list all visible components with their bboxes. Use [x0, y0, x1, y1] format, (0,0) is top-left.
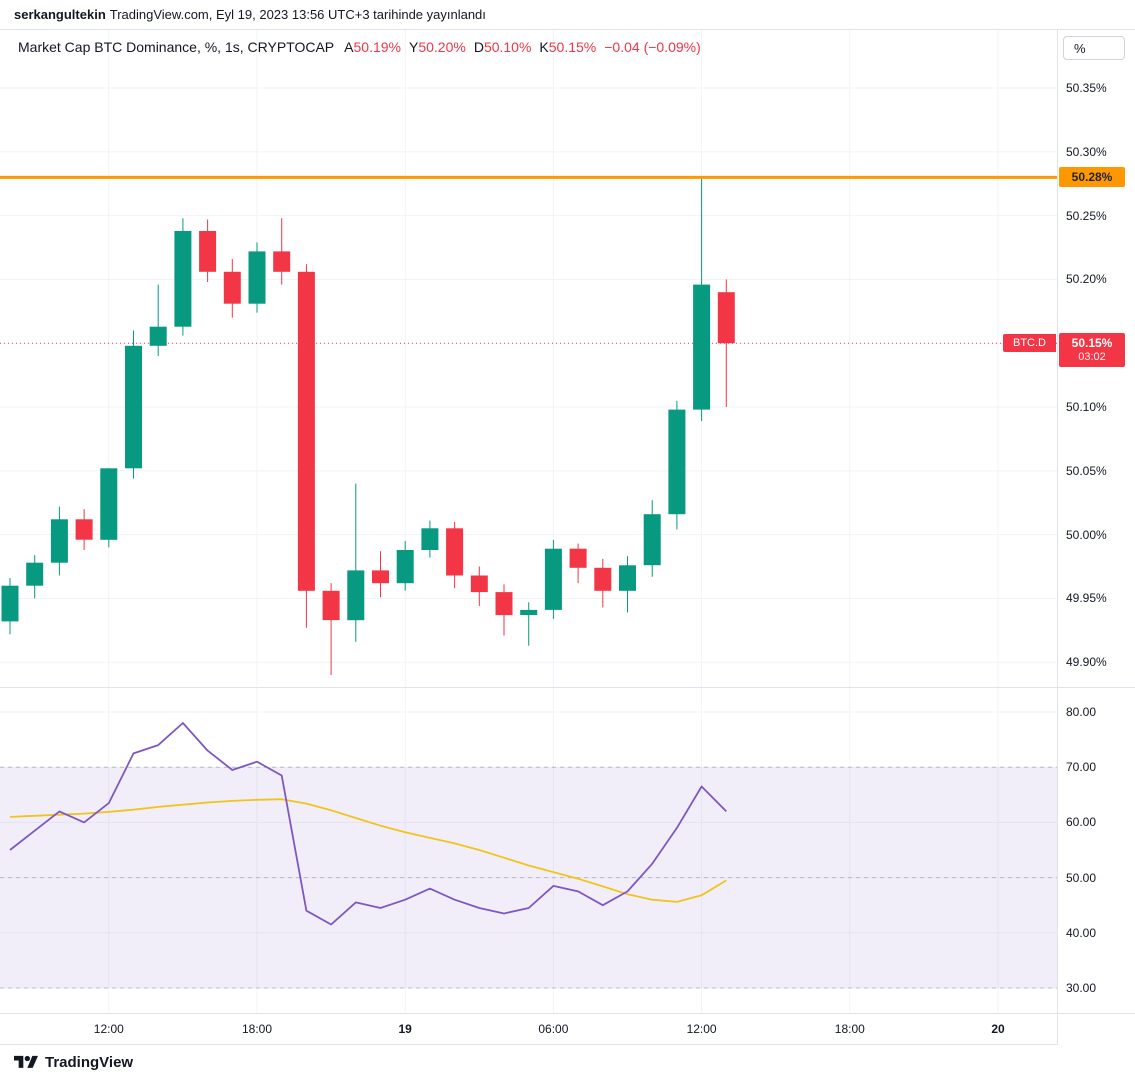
candle-body	[100, 468, 118, 540]
publish-header: serkangultekin TradingView.com, Eyl 19, …	[0, 0, 1135, 30]
candle-body	[248, 251, 266, 304]
hline-price-badge: 50.28%	[1059, 167, 1125, 188]
indicator-tick-label: 80.00	[1066, 705, 1097, 719]
price-tick-label: 50.00%	[1066, 527, 1107, 542]
candle-body	[322, 590, 340, 621]
price-tick-label: 49.90%	[1066, 655, 1107, 670]
chart-legend: Market Cap BTC Dominance, %, 1s, CRYPTOC…	[18, 39, 701, 55]
candle-body	[75, 519, 93, 540]
rsi-pane[interactable]	[0, 687, 1057, 1013]
candle-body	[717, 292, 735, 344]
symbol-tag-label: BTC.D	[1013, 337, 1046, 350]
tradingview-logo-icon[interactable]	[14, 1053, 38, 1072]
rsi-line[interactable]	[9, 722, 727, 926]
candle-body	[297, 271, 315, 591]
indicator-tick-label: 60.00	[1066, 815, 1097, 830]
candle-body	[1, 585, 19, 622]
candle-body	[125, 345, 142, 469]
candle-body	[273, 251, 291, 272]
candle-body	[619, 565, 636, 591]
candle-body	[223, 271, 241, 304]
price-tick-label: 49.95%	[1066, 591, 1107, 606]
time-axis-label: 12:00	[686, 1022, 717, 1036]
time-axis-divider	[0, 1013, 1135, 1014]
tradingview-brand[interactable]: TradingView	[45, 1054, 134, 1071]
chart-area: Market Cap BTC Dominance, %, 1s, CRYPTOC…	[0, 30, 1135, 1045]
last-price-symbol-tag: BTC.D	[1003, 334, 1056, 353]
price-tick-label: 50.20%	[1066, 272, 1107, 287]
candle-body	[495, 592, 513, 616]
price-scale-unit-button[interactable]: %	[1063, 36, 1125, 60]
pane-divider[interactable]	[0, 687, 1135, 688]
candle-body	[199, 231, 217, 272]
symbol-description[interactable]: Market Cap BTC Dominance, %, 1s, CRYPTOC…	[18, 39, 335, 55]
last-price-label: 50.15%	[1071, 336, 1113, 351]
bar-countdown: 03:02	[1078, 351, 1106, 364]
price-tick-label: 50.35%	[1066, 81, 1107, 96]
legend-open: A50.19%	[344, 39, 401, 55]
candle-body	[544, 548, 562, 610]
time-axis[interactable]: 12:00 18:00 19 06:00 12:00 18:00 20	[0, 1013, 1057, 1045]
price-tick-label: 50.25%	[1066, 208, 1107, 223]
candle-body	[396, 550, 414, 584]
candle-body	[643, 514, 661, 566]
candle-body	[421, 528, 439, 550]
price-tick-label: 50.10%	[1066, 400, 1107, 415]
candle-body	[50, 519, 68, 563]
price-pane[interactable]	[0, 30, 1057, 687]
indicator-tick-label: 40.00	[1066, 925, 1097, 940]
candle-body	[26, 562, 44, 586]
time-axis-label: 19	[398, 1022, 412, 1036]
legend-high: Y50.20%	[408, 39, 466, 55]
candle-body	[372, 570, 389, 584]
candle-body	[149, 326, 167, 346]
footer: TradingView	[14, 1053, 133, 1072]
publish-meta: TradingView.com, Eyl 19, 2023 13:56 UTC+…	[109, 7, 486, 22]
candle-body	[569, 548, 587, 568]
candle-body	[470, 575, 488, 593]
candle-body	[594, 567, 612, 591]
candles	[1, 176, 735, 675]
price-tick-label: 50.30%	[1066, 144, 1107, 159]
legend-change: −0.04 (−0.09%)	[604, 39, 701, 55]
time-axis-label: 20	[991, 1022, 1005, 1036]
indicator-tick-label: 70.00	[1066, 760, 1097, 775]
price-tick-label: 50.05%	[1066, 463, 1107, 478]
time-axis-label: 18:00	[834, 1022, 865, 1036]
hline-price-label: 50.28%	[1071, 169, 1113, 184]
indicator-tick-label: 50.00	[1066, 870, 1097, 885]
last-price-badge: 50.15% 03:02	[1059, 333, 1125, 368]
candle-body	[520, 609, 538, 615]
legend-low: D50.10%	[473, 39, 532, 55]
time-axis-label: 18:00	[241, 1022, 273, 1036]
legend-close: K50.15%	[539, 39, 597, 55]
price-axis[interactable]: % 50.28% 50.15% 03:02 50.35% 50.30% 50.25%…	[1057, 30, 1135, 1045]
indicator-tick-label: 30.00	[1066, 980, 1097, 995]
time-axis-label: 12:00	[93, 1022, 124, 1036]
time-axis-label: 06:00	[538, 1022, 569, 1036]
candle-body	[347, 570, 365, 621]
candle-body	[668, 409, 686, 515]
author-name[interactable]: serkangultekin	[14, 7, 106, 22]
candle-body	[693, 284, 711, 410]
ohlc-values: A50.19% Y50.20% D50.10% K50.15% −0.04 (−…	[344, 39, 701, 55]
rsi-ma-line[interactable]	[9, 798, 727, 903]
candle-body	[446, 528, 464, 576]
candle-body	[174, 231, 192, 327]
